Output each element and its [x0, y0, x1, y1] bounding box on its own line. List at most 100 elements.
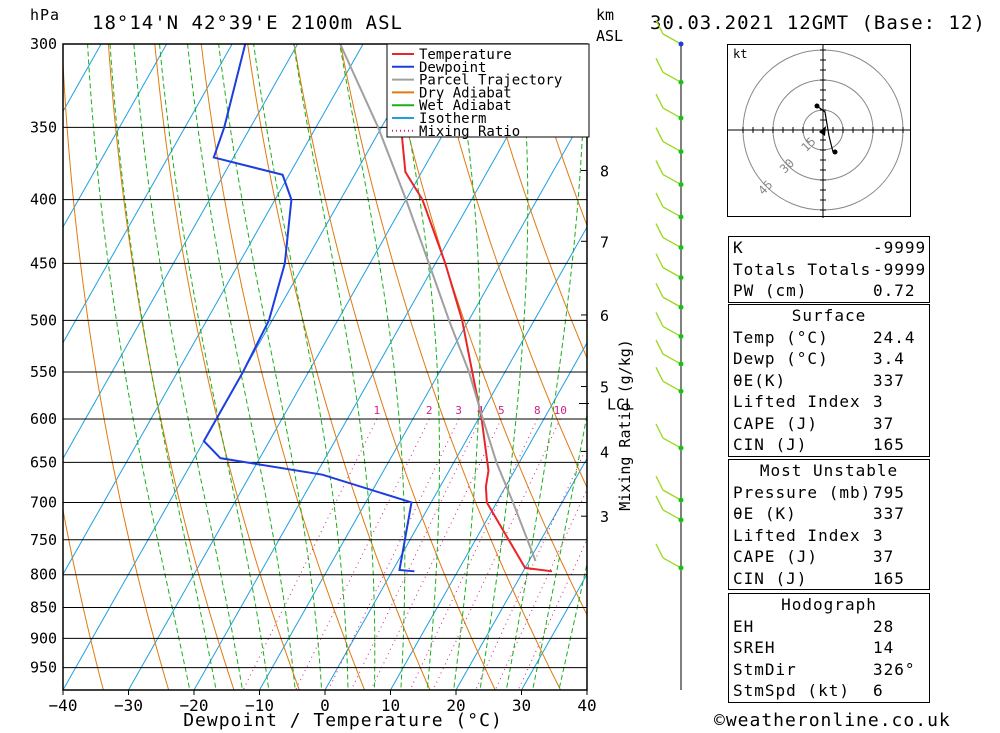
wind-barb	[662, 489, 682, 501]
table-row: StmDir 326°	[729, 659, 929, 681]
pressure-tick-label: 950	[30, 659, 57, 677]
table-row: Totals Totals -9999	[729, 259, 929, 281]
table-row: θE(K) 337	[729, 370, 929, 392]
wind-level-dot	[678, 388, 684, 394]
table-row: CAPE (J) 37	[729, 546, 929, 568]
wet-adiabat-line	[218, 44, 323, 690]
legend-entry: Temperature	[419, 47, 512, 63]
table-row: CIN (J) 165	[729, 568, 929, 590]
legend-entry: Parcel Trajectory	[419, 73, 562, 89]
legend-box	[386, 43, 590, 138]
wind-level-dot	[678, 182, 684, 188]
wind-barb-flag	[655, 495, 664, 511]
km-unit-label: km	[596, 6, 615, 24]
table-row-value: 326°	[873, 659, 916, 679]
temperature-tick-label: −40	[49, 696, 78, 715]
wet-adiabat-line	[339, 44, 406, 690]
legend-entry: Dewpoint	[419, 60, 486, 76]
wind-barb-flag	[655, 58, 664, 73]
table-row: Dewp (°C) 3.4	[729, 348, 929, 370]
table-row: StmSpd (kt) 6	[729, 680, 929, 702]
table-row: EH 28	[729, 616, 929, 638]
table-row-label: K	[733, 238, 744, 257]
table-row-label: StmDir	[733, 659, 797, 679]
wet-adiabat-line	[293, 44, 376, 690]
table-row: Pressure (mb) 795	[729, 482, 929, 504]
wind-barb-flag	[655, 253, 664, 268]
wind-barb-flag	[655, 93, 664, 109]
wind-level-dot	[678, 361, 684, 367]
hodograph-trace	[816, 105, 834, 153]
temperature-tick-label: −30	[114, 696, 143, 715]
wind-barb	[662, 325, 682, 337]
dry-adiabat-line	[619, 44, 720, 690]
km-tick-label: 8	[600, 162, 609, 180]
km-tick-label: 5	[600, 379, 609, 397]
dry-adiabat-line	[386, 44, 587, 616]
mixing-ratio-line	[327, 418, 460, 690]
table-row-value: 14	[873, 638, 895, 657]
legend-entry: Dry Adiabat	[419, 85, 512, 101]
temperature-tick-label: 20	[446, 696, 465, 715]
km-tick-label: 6	[600, 307, 609, 325]
skew-t-chart: 1 2 3 4 5 8 10 16 20 25 3003504004505005506006507…	[30, 19, 720, 731]
mixing-ratio-line	[370, 418, 502, 690]
wet-adiabat-line	[558, 561, 587, 690]
wet-adiabat-line	[505, 44, 586, 690]
table-row: SREH 14	[729, 637, 929, 659]
table-row: Lifted Index 3	[729, 525, 929, 547]
legend-entry: Mixing Ratio	[419, 124, 520, 140]
mixing-ratio-label: 25	[635, 404, 648, 417]
wind-barb-flag	[655, 475, 664, 491]
isotherm-line	[586, 688, 587, 690]
dry-adiabat-line	[432, 44, 587, 489]
table-row-label: PW (cm)	[733, 281, 808, 300]
lcl-label: LCL	[607, 395, 634, 413]
wind-barb	[662, 353, 682, 365]
pressure-tick-label: 400	[30, 191, 57, 209]
isotherm-line	[259, 110, 587, 690]
mixing-ratio-line	[475, 445, 587, 690]
location-title: 18°14'N 42°39'E 2100m ASL	[92, 12, 403, 34]
wind-barb	[662, 107, 682, 119]
table-row-label: Totals Totals	[733, 259, 872, 279]
mixing-ratio-axis-label: Mixing Ratio (g/kg)	[616, 339, 634, 511]
table-row: Temp (°C) 24.4	[729, 327, 929, 349]
isotherm-line	[63, 44, 168, 229]
wind-barb	[662, 33, 682, 45]
pressure-tick-label: 650	[30, 453, 57, 471]
wet-adiabat-line	[133, 44, 243, 690]
table-title: Hodograph	[781, 595, 877, 614]
temperature-tick-label: 0	[320, 696, 330, 715]
storm-motion-marker	[819, 126, 826, 136]
table-row-value: 28	[873, 616, 895, 636]
table-row-label: θE (K)	[733, 504, 797, 523]
pressure-tick-label: 600	[30, 410, 57, 428]
datetime-label: 30.03.2021 12GMT (Base: 12)	[650, 12, 986, 34]
temperature-tick-label: 10	[381, 696, 400, 715]
wind-barb-flag	[655, 366, 664, 382]
dry-adiabat-line	[154, 44, 300, 690]
mixing-ratio-label: 1	[374, 404, 381, 417]
table-row: θE (K) 337	[729, 503, 929, 525]
table-row: Lifted Index 3	[729, 391, 929, 413]
table-row-value: -9999	[873, 238, 927, 257]
indices-table: K -9999 Totals Totals -9999 PW (cm) 0.72	[728, 236, 930, 303]
pressure-tick-label: 850	[30, 599, 57, 617]
table-row-label: CIN (J)	[733, 568, 808, 588]
wind-barb-flag	[655, 19, 664, 35]
wind-level-dot	[678, 275, 684, 281]
wind-level-dot	[678, 333, 684, 339]
mixing-ratio-label: 3	[455, 404, 462, 417]
wet-adiabat-line	[109, 44, 217, 690]
table-row-value: 3	[873, 392, 884, 411]
dry-adiabat-line	[107, 44, 235, 690]
table-row-value: -9999	[873, 259, 927, 279]
dry-adiabat-line	[63, 507, 104, 690]
table-row-value: 3.4	[873, 349, 905, 368]
km-tick-label: 4	[600, 443, 609, 461]
table-row: CAPE (J) 37	[729, 413, 929, 435]
wind-barb-flag	[655, 543, 664, 559]
wind-level-dot	[678, 245, 684, 251]
pressure-tick-label: 750	[30, 531, 57, 549]
